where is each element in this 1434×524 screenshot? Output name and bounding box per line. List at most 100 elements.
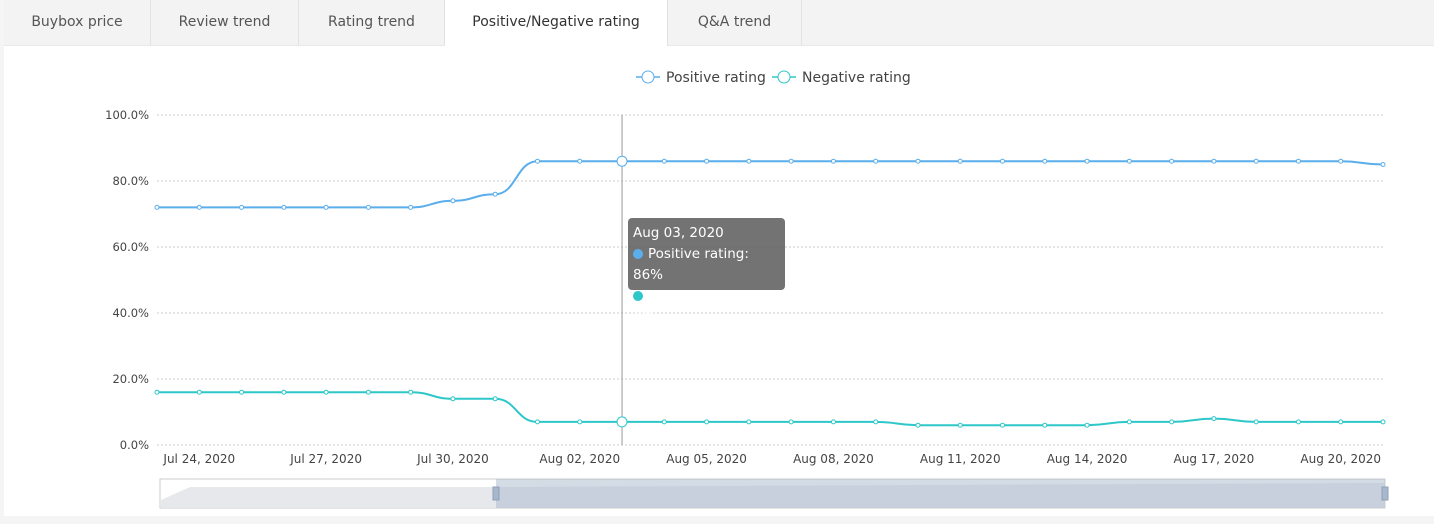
data-point bbox=[1126, 158, 1132, 164]
y-tick-label: 80.0% bbox=[112, 174, 149, 188]
data-point bbox=[1253, 419, 1259, 425]
x-tick-label: Aug 05, 2020 bbox=[666, 452, 747, 466]
data-point bbox=[154, 204, 160, 210]
y-tick-label: 100.0% bbox=[105, 108, 149, 122]
data-point bbox=[365, 204, 371, 210]
data-point bbox=[915, 158, 921, 164]
data-point bbox=[534, 419, 540, 425]
legend-marker-icon bbox=[777, 70, 791, 84]
data-point bbox=[1126, 419, 1132, 425]
data-point bbox=[492, 191, 498, 197]
x-tick-label: Jul 27, 2020 bbox=[289, 452, 362, 466]
data-point bbox=[450, 396, 456, 402]
data-point bbox=[492, 396, 498, 402]
data-point bbox=[661, 419, 667, 425]
positive-dot-icon bbox=[633, 249, 643, 259]
tab-buybox-price[interactable]: Buybox price bbox=[4, 0, 151, 45]
data-point bbox=[704, 419, 710, 425]
tab-positive-negative-rating[interactable]: Positive/Negative rating bbox=[445, 0, 668, 46]
data-point bbox=[534, 158, 540, 164]
data-point bbox=[1084, 422, 1090, 428]
data-point bbox=[1169, 158, 1175, 164]
data-point bbox=[196, 204, 202, 210]
data-point bbox=[408, 389, 414, 395]
data-point bbox=[577, 158, 583, 164]
data-point bbox=[788, 419, 794, 425]
data-point bbox=[1000, 422, 1006, 428]
data-point bbox=[704, 158, 710, 164]
legend-label[interactable]: Positive rating bbox=[666, 70, 766, 86]
data-point bbox=[1042, 422, 1048, 428]
tooltip-row-positive: Positive rating: 86% bbox=[633, 244, 780, 286]
data-point bbox=[1084, 158, 1090, 164]
series-line-0 bbox=[157, 160, 1384, 209]
x-tick-label: Aug 20, 2020 bbox=[1300, 452, 1381, 466]
tooltip: Aug 03, 2020 Positive rating: 86% Negati… bbox=[628, 218, 785, 325]
data-point bbox=[239, 389, 245, 395]
series-line-1 bbox=[157, 391, 1383, 427]
data-point bbox=[746, 158, 752, 164]
data-zoom-handle[interactable] bbox=[492, 486, 500, 501]
legend-marker-icon bbox=[641, 70, 655, 84]
data-point bbox=[830, 419, 836, 425]
y-tick-label: 20.0% bbox=[112, 372, 149, 386]
data-point bbox=[830, 158, 836, 164]
data-point bbox=[1295, 419, 1301, 425]
tooltip-row-negative: Negative rating: 7% bbox=[633, 286, 780, 328]
x-tick-label: Aug 08, 2020 bbox=[793, 452, 874, 466]
data-point bbox=[1000, 158, 1006, 164]
data-point bbox=[154, 389, 160, 395]
data-point bbox=[577, 419, 583, 425]
data-zoom-handle[interactable] bbox=[1381, 486, 1389, 501]
data-point bbox=[1169, 419, 1175, 425]
data-point bbox=[957, 422, 963, 428]
data-point bbox=[788, 158, 794, 164]
data-point bbox=[661, 158, 667, 164]
data-point bbox=[915, 422, 921, 428]
x-tick-label: Jul 30, 2020 bbox=[416, 452, 489, 466]
data-point bbox=[196, 389, 202, 395]
data-point bbox=[1380, 419, 1386, 425]
data-point bbox=[281, 389, 287, 395]
y-tick-label: 40.0% bbox=[112, 306, 149, 320]
tooltip-negative: Negative rating: 7% bbox=[633, 288, 758, 325]
data-point bbox=[239, 204, 245, 210]
data-point bbox=[1042, 158, 1048, 164]
data-point bbox=[1211, 158, 1217, 164]
data-point bbox=[365, 389, 371, 395]
tab-rating-trend[interactable]: Rating trend bbox=[299, 0, 445, 45]
data-point bbox=[1211, 416, 1217, 422]
y-tick-label: 60.0% bbox=[112, 240, 149, 254]
data-point bbox=[873, 158, 879, 164]
data-point bbox=[746, 419, 752, 425]
data-zoom-selection[interactable] bbox=[496, 479, 1385, 508]
tab-bar: Buybox price Review trend Rating trend P… bbox=[4, 0, 1434, 46]
data-point bbox=[323, 204, 329, 210]
data-point bbox=[957, 158, 963, 164]
data-point bbox=[1295, 158, 1301, 164]
x-tick-label: Aug 14, 2020 bbox=[1047, 452, 1128, 466]
tab-review-trend[interactable]: Review trend bbox=[151, 0, 299, 45]
x-tick-label: Jul 24, 2020 bbox=[162, 452, 235, 466]
data-point bbox=[616, 416, 628, 428]
x-tick-label: Aug 11, 2020 bbox=[920, 452, 1001, 466]
data-point bbox=[1253, 158, 1259, 164]
data-point bbox=[450, 198, 456, 204]
data-point bbox=[873, 419, 879, 425]
data-point bbox=[1380, 162, 1386, 167]
data-point bbox=[281, 204, 287, 210]
x-tick-label: Aug 17, 2020 bbox=[1174, 452, 1255, 466]
negative-dot-icon bbox=[633, 291, 643, 301]
data-point bbox=[1338, 158, 1344, 164]
data-point bbox=[616, 155, 628, 167]
tooltip-date: Aug 03, 2020 bbox=[633, 225, 724, 241]
data-point bbox=[323, 389, 329, 395]
y-tick-label: 0.0% bbox=[120, 438, 149, 452]
x-tick-label: Aug 02, 2020 bbox=[539, 452, 620, 466]
data-point bbox=[408, 204, 414, 210]
tooltip-positive: Positive rating: 86% bbox=[633, 246, 749, 283]
tab-qa-trend[interactable]: Q&A trend bbox=[668, 0, 802, 45]
legend-label[interactable]: Negative rating bbox=[802, 70, 911, 86]
data-point bbox=[1338, 419, 1344, 425]
